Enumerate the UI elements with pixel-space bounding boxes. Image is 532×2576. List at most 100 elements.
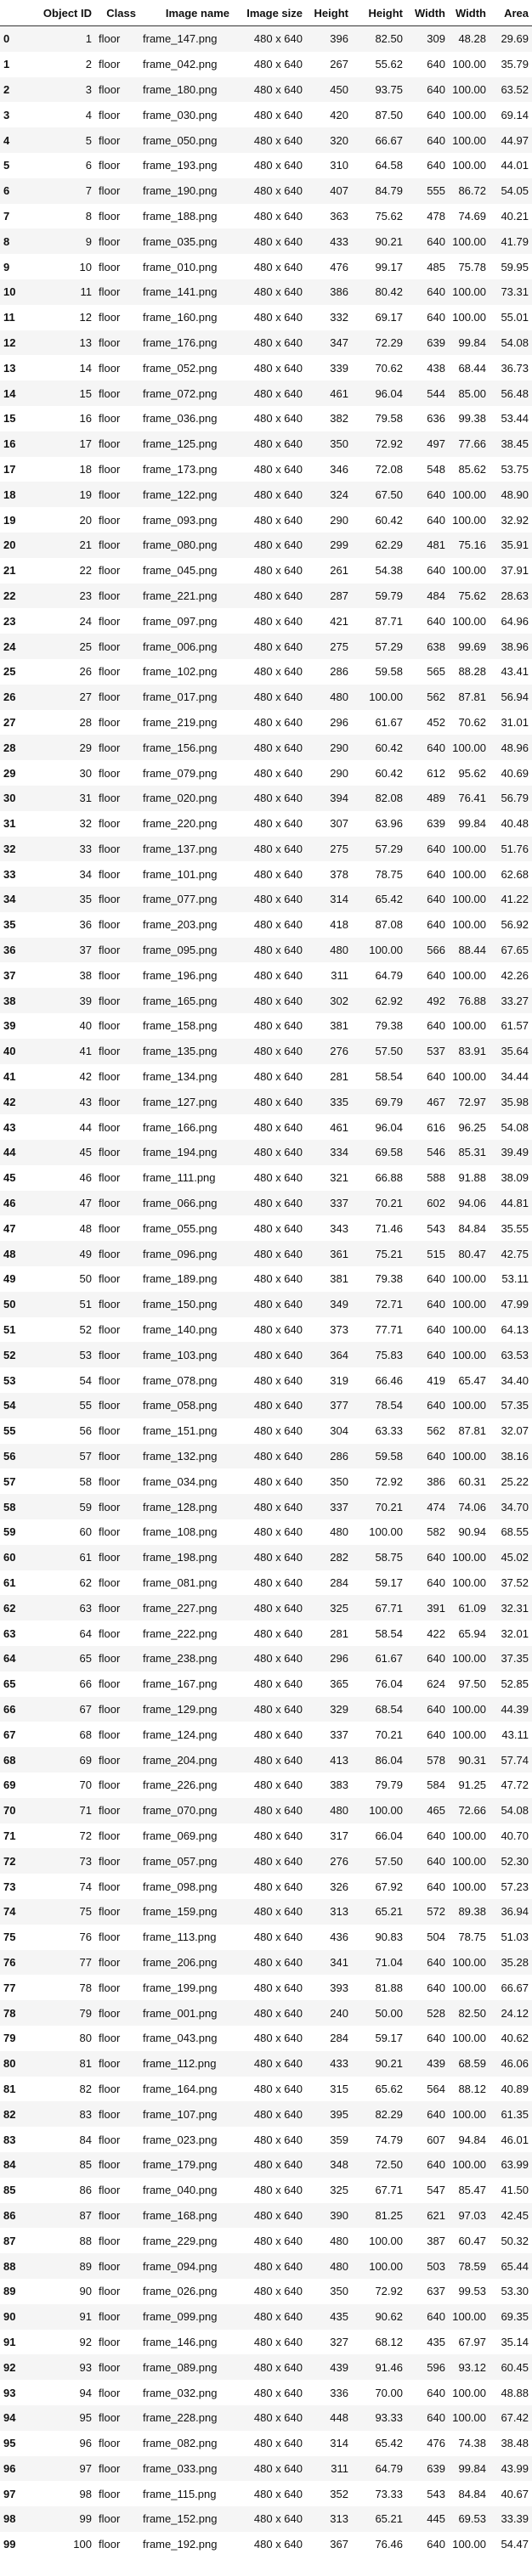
table-cell: 480 x 640 (233, 684, 306, 710)
table-cell: 56.94 (490, 684, 532, 710)
table-cell: 476 (330, 260, 348, 273)
row-index: 16 (0, 431, 34, 457)
table-cell: 321 (330, 1171, 348, 1185)
table-cell: 100.00 (452, 513, 486, 527)
table-cell: 484 (406, 583, 449, 609)
table-cell: 480 x 640 (253, 1019, 303, 1033)
table-row: 79 80 floor frame_043.png 480 x 640 284 59.17 6… (0, 2026, 532, 2051)
row-index: 68 (0, 1747, 34, 1773)
table-cell: 100.00 (449, 1291, 490, 1317)
table-row: 76 77 floor frame_206.png 480 x 640 341 71.04 6… (0, 1949, 532, 1976)
table-cell: 480 x 640 (233, 2202, 306, 2229)
table-row: 7 8 floor frame_188.png 480 x 640 363 75.62 478… (0, 204, 532, 229)
table-cell: 42.75 (490, 1241, 532, 1267)
table-cell: 481 (406, 532, 449, 558)
table-cell: 640 (427, 513, 445, 527)
table-cell: frame_101.png (143, 867, 218, 881)
table-cell: 52.30 (490, 1848, 532, 1874)
table-cell: 71.46 (375, 1221, 403, 1235)
table-cell: 81.25 (352, 2202, 406, 2229)
table-cell: 64.13 (501, 1323, 529, 1337)
table-cell: 83.91 (449, 1038, 490, 1064)
table-cell: 87.81 (458, 1424, 486, 1438)
table-cell: 343 (330, 1221, 348, 1235)
table-cell: 43.11 (501, 1728, 529, 1741)
table-cell: 290 (330, 766, 348, 780)
table-cell: 78.54 (352, 1393, 406, 1418)
table-cell: 480 x 640 (233, 1494, 306, 1520)
table-cell: 69.58 (352, 1140, 406, 1165)
table-cell: 361 (306, 1241, 352, 1267)
row-index: 20 (0, 532, 34, 558)
table-cell: floor (99, 311, 121, 324)
table-cell: 24 (79, 614, 92, 628)
table-cell: floor (95, 1595, 139, 1621)
table-cell: 480 x 640 (233, 1898, 306, 1925)
table-cell: 480 x 640 (253, 1424, 303, 1438)
table-cell: 537 (406, 1038, 449, 1064)
row-index: 95 (3, 2437, 16, 2450)
table-cell: frame_203.png (143, 918, 218, 932)
table-cell: 79.38 (375, 1272, 403, 1286)
table-cell: 53.75 (501, 462, 529, 476)
table-cell: floor (95, 2151, 139, 2178)
row-index: 51 (3, 1323, 16, 1337)
table-row: 90 91 floor frame_099.png 480 x 640 435 90.62 6… (0, 2303, 532, 2330)
table-cell: 100.00 (449, 1393, 490, 1418)
table-row: 70 71 floor frame_070.png 480 x 640 480 100.00… (0, 1797, 532, 1823)
table-cell: 99.38 (458, 412, 486, 426)
row-index: 35 (3, 918, 16, 932)
table-cell: 32 (79, 817, 92, 831)
table-cell: 67.42 (490, 2404, 532, 2431)
row-index: 13 (3, 361, 16, 375)
table-cell: frame_229.png (143, 2234, 218, 2247)
table-cell: 80.47 (449, 1241, 490, 1267)
row-index: 33 (3, 867, 16, 881)
table-row: 35 36 floor frame_203.png 480 x 640 418 87.08 6… (0, 912, 532, 938)
table-cell: 28.63 (490, 583, 532, 609)
row-index: 12 (0, 330, 34, 356)
table-cell: 325 (306, 1595, 352, 1621)
table-cell: frame_079.png (143, 766, 218, 780)
table-cell: 34.40 (501, 1373, 529, 1387)
row-index: 25 (3, 665, 16, 679)
table-cell: 99.84 (458, 817, 486, 831)
row-index: 69 (3, 1778, 16, 1792)
table-cell: 80 (79, 2032, 92, 2045)
table-cell: 480 (330, 2234, 348, 2247)
table-cell: 639 (406, 2455, 449, 2482)
header-cell: Width (449, 0, 490, 26)
table-cell: 38.16 (490, 1443, 532, 1469)
table-cell: frame_226.png (143, 1778, 218, 1792)
table-cell: 640 (427, 1829, 445, 1842)
table-cell: 22 (79, 564, 92, 578)
table-cell: 640 (406, 482, 449, 508)
table-cell: 100 (73, 2538, 92, 2551)
table-cell: 640 (406, 2151, 449, 2178)
table-cell: 100.00 (452, 1728, 486, 1741)
table-cell: 480 x 640 (253, 766, 303, 780)
table-cell: 325 (330, 2184, 348, 2197)
table-cell: 350 (330, 2285, 348, 2298)
table-cell: 480 x 640 (233, 1190, 306, 1216)
table-cell: floor (99, 867, 121, 881)
table-cell: 290 (330, 513, 348, 527)
row-index: 98 (0, 2506, 34, 2532)
table-cell: 480 x 640 (233, 1291, 306, 1317)
table-cell: 480 x 640 (253, 58, 303, 71)
table-cell: 68 (79, 1728, 92, 1741)
table-cell: frame_102.png (143, 665, 218, 679)
table-cell: 480 x 640 (253, 968, 303, 982)
table-cell: frame_050.png (139, 127, 233, 153)
table-cell: 64.96 (501, 614, 529, 628)
table-cell: 337 (330, 1728, 348, 1741)
table-cell: 640 (427, 918, 445, 932)
table-cell: floor (99, 1576, 121, 1589)
table-cell: 78.59 (449, 2253, 490, 2279)
table-cell: 35.28 (490, 1949, 532, 1976)
row-index: 9 (3, 260, 10, 273)
table-cell: 87.08 (375, 918, 403, 932)
table-cell: 95.62 (458, 766, 486, 780)
table-cell: frame_193.png (143, 159, 218, 172)
table-row: 49 50 floor frame_189.png 480 x 640 381 79.38 6… (0, 1266, 532, 1292)
